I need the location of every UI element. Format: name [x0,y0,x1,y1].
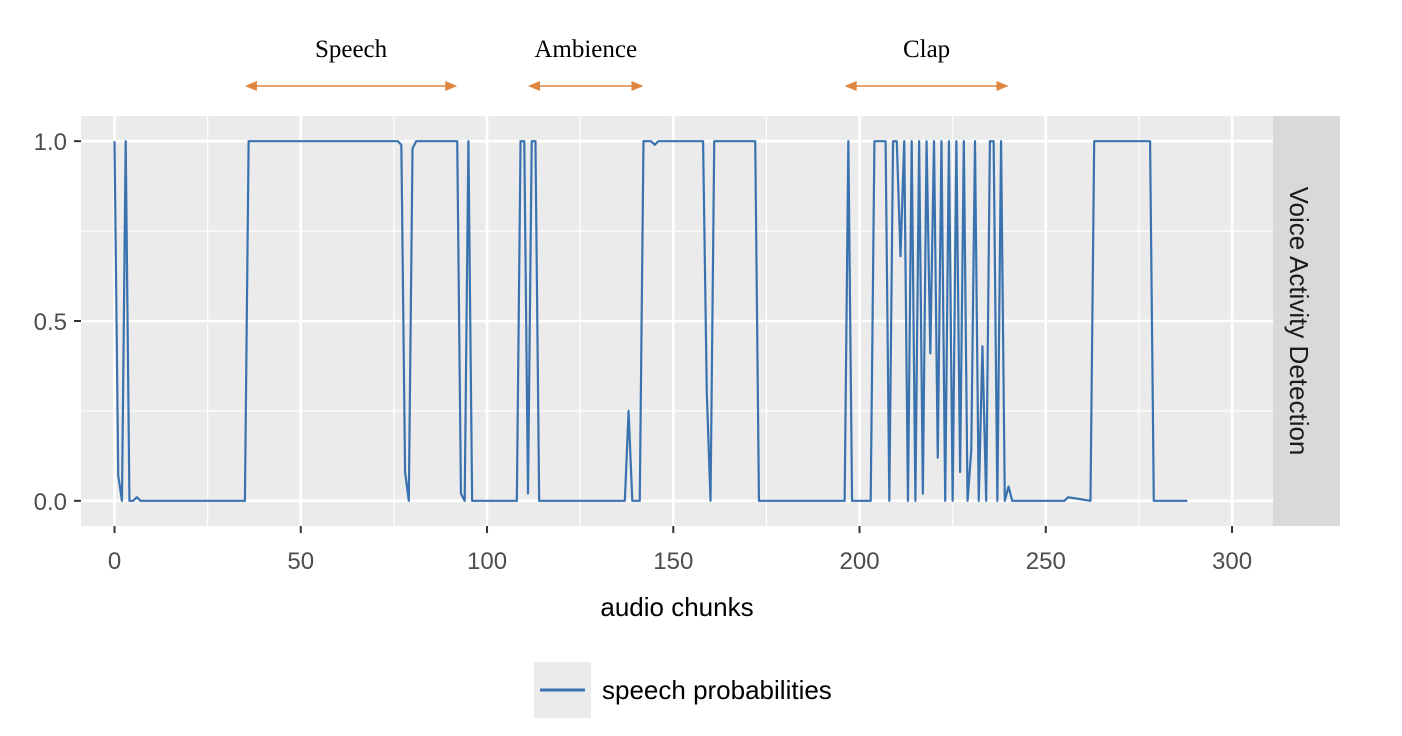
annotation-arrowhead-right [445,81,457,91]
annotation-label: Clap [903,36,950,63]
x-tick-label: 150 [653,548,693,575]
y-tick-label: 1.0 [34,129,67,156]
x-tick-label: 250 [1026,548,1066,575]
x-tick-label: 0 [108,548,121,575]
legend-label: speech probabilities [602,675,832,705]
x-tick-label: 200 [840,548,880,575]
annotation-arrowhead-right [997,81,1009,91]
annotation-arrowhead-left [528,81,540,91]
x-tick-label: 50 [287,548,314,575]
x-axis-title: audio chunks [600,592,753,622]
annotation-arrowhead-left [245,81,257,91]
x-tick-label: 300 [1212,548,1252,575]
y-tick-label: 0.0 [34,489,67,516]
y-tick-label: 0.5 [34,309,67,336]
x-tick-label: 100 [467,548,507,575]
x-axis: 0 50 100 150 200 250 300 [108,526,1252,575]
annotation-arrowhead-right [631,81,643,91]
y-axis: 0.0 0.5 1.0 [34,129,81,516]
annotation-arrowhead-left [845,81,857,91]
legend: speech probabilities [534,662,832,718]
annotations-layer: Speech Ambience Clap [245,36,1009,91]
annotation-label: Speech [315,36,388,63]
annotation-label: Ambience [534,36,637,63]
facet-strip-label: Voice Activity Detection [1284,187,1314,456]
